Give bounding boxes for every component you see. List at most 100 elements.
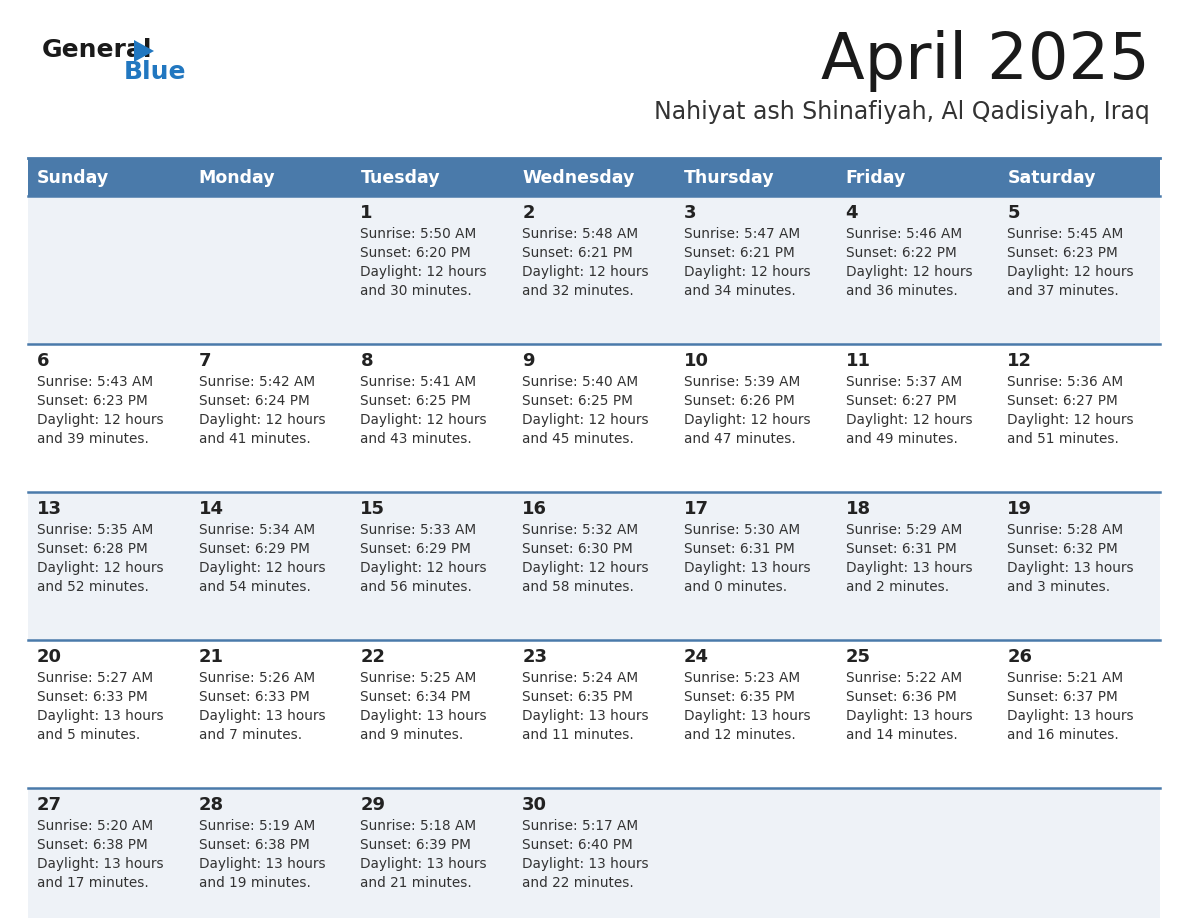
Text: Sunset: 6:31 PM: Sunset: 6:31 PM bbox=[684, 542, 795, 556]
Text: and 11 minutes.: and 11 minutes. bbox=[523, 728, 634, 742]
Bar bbox=[352, 344, 513, 492]
Text: and 54 minutes.: and 54 minutes. bbox=[198, 580, 310, 594]
Text: 15: 15 bbox=[360, 500, 385, 518]
Text: 5: 5 bbox=[1007, 204, 1019, 222]
Bar bbox=[675, 640, 836, 788]
Text: Sunrise: 5:23 AM: Sunrise: 5:23 AM bbox=[684, 671, 800, 685]
Text: Daylight: 13 hours: Daylight: 13 hours bbox=[684, 709, 810, 723]
Text: Sunset: 6:20 PM: Sunset: 6:20 PM bbox=[360, 246, 472, 260]
Text: and 7 minutes.: and 7 minutes. bbox=[198, 728, 302, 742]
Text: Sunset: 6:26 PM: Sunset: 6:26 PM bbox=[684, 394, 795, 408]
Text: Sunrise: 5:45 AM: Sunrise: 5:45 AM bbox=[1007, 227, 1124, 241]
Text: Daylight: 13 hours: Daylight: 13 hours bbox=[523, 709, 649, 723]
Text: and 2 minutes.: and 2 minutes. bbox=[846, 580, 949, 594]
Text: Sunrise: 5:50 AM: Sunrise: 5:50 AM bbox=[360, 227, 476, 241]
Bar bbox=[190, 640, 352, 788]
Text: 9: 9 bbox=[523, 352, 535, 370]
Text: Sunday: Sunday bbox=[37, 169, 109, 187]
Text: Sunset: 6:35 PM: Sunset: 6:35 PM bbox=[523, 690, 633, 704]
Text: Saturday: Saturday bbox=[1007, 169, 1095, 187]
Text: 6: 6 bbox=[37, 352, 50, 370]
Text: 26: 26 bbox=[1007, 648, 1032, 666]
Text: 23: 23 bbox=[523, 648, 548, 666]
Text: Sunrise: 5:33 AM: Sunrise: 5:33 AM bbox=[360, 523, 476, 537]
Text: Daylight: 12 hours: Daylight: 12 hours bbox=[846, 413, 972, 427]
Text: Wednesday: Wednesday bbox=[523, 169, 634, 187]
Text: and 36 minutes.: and 36 minutes. bbox=[846, 284, 958, 298]
Bar bbox=[352, 640, 513, 788]
Bar bbox=[836, 344, 998, 492]
Text: 11: 11 bbox=[846, 352, 871, 370]
Text: Sunrise: 5:21 AM: Sunrise: 5:21 AM bbox=[1007, 671, 1124, 685]
Bar bbox=[513, 788, 675, 918]
Text: Daylight: 13 hours: Daylight: 13 hours bbox=[37, 709, 164, 723]
Text: Daylight: 13 hours: Daylight: 13 hours bbox=[846, 709, 972, 723]
Text: 1: 1 bbox=[360, 204, 373, 222]
Text: Daylight: 12 hours: Daylight: 12 hours bbox=[684, 413, 810, 427]
Bar bbox=[998, 492, 1159, 640]
Bar bbox=[675, 158, 836, 196]
Text: Sunrise: 5:43 AM: Sunrise: 5:43 AM bbox=[37, 375, 153, 389]
Text: Sunset: 6:25 PM: Sunset: 6:25 PM bbox=[360, 394, 472, 408]
Text: Sunrise: 5:30 AM: Sunrise: 5:30 AM bbox=[684, 523, 800, 537]
Text: and 58 minutes.: and 58 minutes. bbox=[523, 580, 634, 594]
Text: Daylight: 12 hours: Daylight: 12 hours bbox=[684, 265, 810, 279]
Text: Sunset: 6:23 PM: Sunset: 6:23 PM bbox=[37, 394, 147, 408]
Text: Daylight: 12 hours: Daylight: 12 hours bbox=[360, 561, 487, 575]
Bar bbox=[513, 492, 675, 640]
Bar bbox=[836, 158, 998, 196]
Text: 14: 14 bbox=[198, 500, 223, 518]
Text: Sunrise: 5:37 AM: Sunrise: 5:37 AM bbox=[846, 375, 962, 389]
Text: Daylight: 12 hours: Daylight: 12 hours bbox=[846, 265, 972, 279]
Text: 18: 18 bbox=[846, 500, 871, 518]
Text: Sunset: 6:27 PM: Sunset: 6:27 PM bbox=[846, 394, 956, 408]
Bar bbox=[190, 158, 352, 196]
Text: General: General bbox=[42, 38, 152, 62]
Text: 3: 3 bbox=[684, 204, 696, 222]
Text: Tuesday: Tuesday bbox=[360, 169, 440, 187]
Text: 19: 19 bbox=[1007, 500, 1032, 518]
Text: Sunset: 6:37 PM: Sunset: 6:37 PM bbox=[1007, 690, 1118, 704]
Text: Daylight: 12 hours: Daylight: 12 hours bbox=[360, 265, 487, 279]
Text: Sunrise: 5:46 AM: Sunrise: 5:46 AM bbox=[846, 227, 962, 241]
Bar bbox=[190, 492, 352, 640]
Text: Daylight: 12 hours: Daylight: 12 hours bbox=[360, 413, 487, 427]
Text: Sunset: 6:33 PM: Sunset: 6:33 PM bbox=[37, 690, 147, 704]
Text: and 0 minutes.: and 0 minutes. bbox=[684, 580, 786, 594]
Polygon shape bbox=[134, 40, 154, 62]
Text: April 2025: April 2025 bbox=[821, 30, 1150, 92]
Text: Daylight: 13 hours: Daylight: 13 hours bbox=[1007, 709, 1133, 723]
Text: Sunset: 6:39 PM: Sunset: 6:39 PM bbox=[360, 838, 472, 852]
Text: Blue: Blue bbox=[124, 60, 187, 84]
Text: and 16 minutes.: and 16 minutes. bbox=[1007, 728, 1119, 742]
Text: Sunset: 6:29 PM: Sunset: 6:29 PM bbox=[198, 542, 310, 556]
Text: Sunrise: 5:34 AM: Sunrise: 5:34 AM bbox=[198, 523, 315, 537]
Bar bbox=[352, 788, 513, 918]
Text: 29: 29 bbox=[360, 796, 385, 814]
Text: and 32 minutes.: and 32 minutes. bbox=[523, 284, 634, 298]
Text: Sunset: 6:28 PM: Sunset: 6:28 PM bbox=[37, 542, 147, 556]
Bar bbox=[836, 640, 998, 788]
Text: 16: 16 bbox=[523, 500, 548, 518]
Text: 8: 8 bbox=[360, 352, 373, 370]
Bar bbox=[352, 492, 513, 640]
Text: and 3 minutes.: and 3 minutes. bbox=[1007, 580, 1111, 594]
Bar bbox=[29, 344, 190, 492]
Bar bbox=[675, 788, 836, 918]
Bar bbox=[352, 196, 513, 344]
Text: Sunrise: 5:27 AM: Sunrise: 5:27 AM bbox=[37, 671, 153, 685]
Text: Sunset: 6:38 PM: Sunset: 6:38 PM bbox=[198, 838, 309, 852]
Bar bbox=[675, 492, 836, 640]
Text: Sunset: 6:30 PM: Sunset: 6:30 PM bbox=[523, 542, 633, 556]
Text: Sunset: 6:35 PM: Sunset: 6:35 PM bbox=[684, 690, 795, 704]
Text: and 22 minutes.: and 22 minutes. bbox=[523, 876, 634, 890]
Text: Sunrise: 5:25 AM: Sunrise: 5:25 AM bbox=[360, 671, 476, 685]
Text: and 52 minutes.: and 52 minutes. bbox=[37, 580, 148, 594]
Text: Sunset: 6:24 PM: Sunset: 6:24 PM bbox=[198, 394, 309, 408]
Text: 28: 28 bbox=[198, 796, 223, 814]
Text: Daylight: 13 hours: Daylight: 13 hours bbox=[684, 561, 810, 575]
Text: Daylight: 12 hours: Daylight: 12 hours bbox=[198, 413, 326, 427]
Text: Sunset: 6:27 PM: Sunset: 6:27 PM bbox=[1007, 394, 1118, 408]
Text: and 34 minutes.: and 34 minutes. bbox=[684, 284, 796, 298]
Text: Monday: Monday bbox=[198, 169, 276, 187]
